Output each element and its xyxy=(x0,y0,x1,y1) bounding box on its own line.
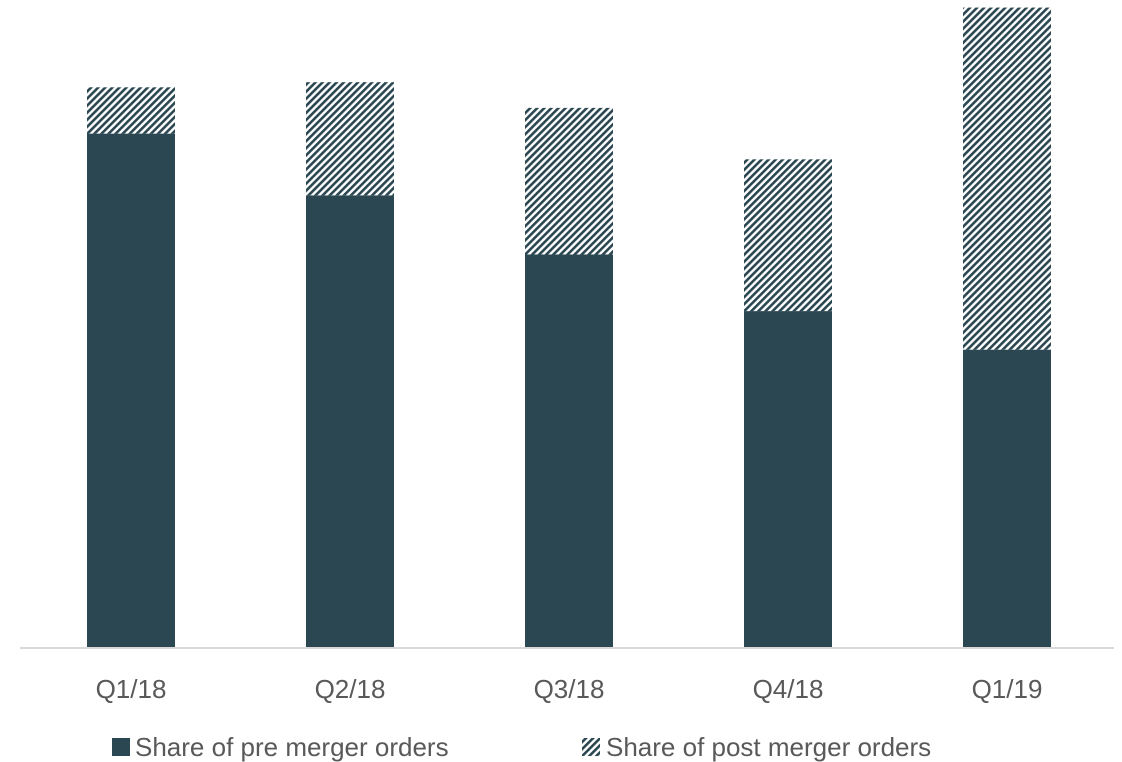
x-tick-label: Q1/19 xyxy=(972,674,1043,704)
bar-pre-merger-q3-18 xyxy=(525,254,613,648)
bar-post-merger-q3-18 xyxy=(525,107,613,255)
bar-pre-merger-q2-18 xyxy=(306,195,394,648)
bar-post-merger-q1-18 xyxy=(87,87,175,134)
x-tick-label: Q3/18 xyxy=(534,674,605,704)
legend-swatch-pre-merger xyxy=(112,738,130,756)
bar-pre-merger-q4-18 xyxy=(744,311,832,648)
legend-label-pre-merger: Share of pre merger orders xyxy=(135,732,449,762)
x-tick-label: Q1/18 xyxy=(96,674,167,704)
bar-post-merger-q1-19 xyxy=(963,7,1051,350)
x-tick-labels: Q1/18 Q2/18 Q3/18 Q4/18 Q1/19 xyxy=(96,674,1043,704)
bar-pre-merger-q1-19 xyxy=(963,349,1051,648)
x-tick-label: Q2/18 xyxy=(315,674,386,704)
bar-post-merger-q2-18 xyxy=(306,82,394,196)
bar-pre-merger-q1-18 xyxy=(87,133,175,649)
bar-post-merger-q4-18 xyxy=(744,159,832,312)
legend: Share of pre merger orders Share of post… xyxy=(112,732,931,762)
legend-label-post-merger: Share of post merger orders xyxy=(606,732,931,762)
legend-swatch-post-merger xyxy=(582,738,600,756)
x-tick-label: Q4/18 xyxy=(753,674,824,704)
bars-group xyxy=(87,7,1051,649)
